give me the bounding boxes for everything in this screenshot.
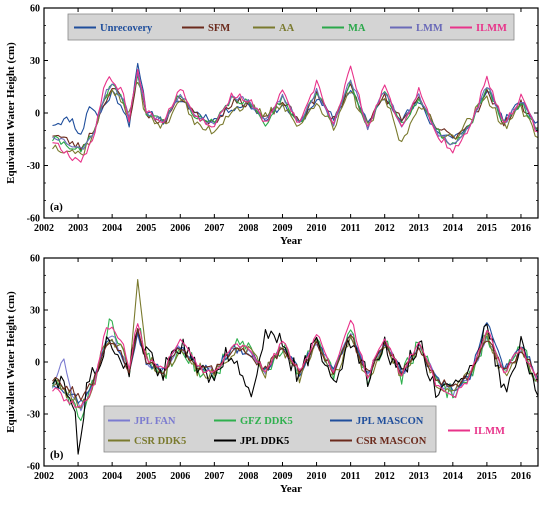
x-tick-label: 2002: [34, 223, 54, 234]
y-tick-label: 60: [30, 4, 40, 15]
legend-label: CSR MASCON: [356, 436, 427, 447]
y-axis-label: Equivalent Water Height (cm): [5, 291, 17, 433]
y-tick-label: -60: [27, 214, 40, 225]
x-axis-label: Year: [280, 235, 302, 247]
x-tick-label: 2003: [68, 471, 88, 482]
legend-label: CSR DDK5: [134, 436, 186, 447]
legend-item-csr-mascon: CSR MASCON: [330, 436, 427, 447]
x-tick-label: 2015: [477, 471, 497, 482]
legend-item-jpl-fan: JPL FAN: [108, 416, 176, 427]
series-lines: [52, 62, 538, 163]
legend-item-csr-ddk5: CSR DDK5: [108, 436, 186, 447]
y-tick-label: 60: [30, 254, 40, 265]
x-tick-label: 2012: [375, 223, 395, 234]
x-tick-label: 2005: [136, 223, 156, 234]
series-line-ilmm: [52, 319, 538, 409]
x-tick-label: 2005: [136, 471, 156, 482]
series-line-csr-ddk5: [52, 279, 538, 409]
x-tick-label: 2002: [34, 471, 54, 482]
x-axis-label: Year: [280, 483, 302, 495]
x-tick-label: 2007: [204, 223, 224, 234]
x-tick-label: 2016: [511, 223, 531, 234]
x-tick-label: 2003: [68, 223, 88, 234]
y-tick-label: 0: [35, 109, 40, 120]
legend-item-jpl-ddk5: JPL DDK5: [214, 436, 289, 447]
x-tick-label: 2013: [409, 471, 429, 482]
x-tick-label: 2011: [341, 471, 360, 482]
x-tick-label: 2008: [238, 223, 258, 234]
legend-item-aa: AA: [253, 23, 295, 34]
y-tick-label: 30: [30, 56, 40, 67]
legend-box: [67, 13, 515, 41]
x-tick-label: 2004: [102, 471, 122, 482]
y-axis-label: Equivalent Water Height (cm): [5, 42, 17, 184]
x-tick-label: 2015: [477, 223, 497, 234]
y-tick-label: 30: [30, 306, 40, 317]
legend-label: JPL FAN: [134, 416, 176, 427]
legend-label: ILMM: [474, 426, 505, 437]
series-lines: [51, 279, 538, 455]
y-tick-label: -60: [27, 462, 40, 473]
x-tick-label: 2016: [511, 471, 531, 482]
legend-label: Unrecovery: [100, 23, 153, 34]
x-tick-label: 2010: [307, 471, 327, 482]
series-line-unrecovery: [52, 62, 538, 139]
legend-item-jpl-mascon: JPL MASCON: [330, 416, 424, 427]
legend-item-sfm: SFM: [182, 23, 230, 34]
legend-label: JPL MASCON: [356, 416, 424, 427]
legend-label: JPL DDK5: [240, 436, 289, 447]
x-tick-label: 2014: [443, 471, 463, 482]
legend-label: AA: [279, 23, 295, 34]
legend-item-ilmm: ILMM: [448, 426, 505, 437]
legend-item-unrecovery: Unrecovery: [74, 23, 153, 34]
x-tick-label: 2009: [272, 471, 292, 482]
x-tick-label: 2013: [409, 223, 429, 234]
legend-box: [103, 405, 437, 453]
legend-label: ILMM: [476, 23, 507, 34]
legend-label: MA: [348, 23, 366, 34]
legend-item-gfz-ddk5: GFZ DDK5: [214, 416, 293, 427]
x-tick-label: 2009: [272, 223, 292, 234]
legend-label: SFM: [208, 23, 230, 34]
panel-label: (a): [50, 201, 63, 213]
x-tick-label: 2006: [170, 471, 190, 482]
series-line-jpl-mascon: [52, 322, 538, 404]
y-tick-label: -30: [27, 161, 40, 172]
y-tick-label: 0: [35, 358, 40, 369]
legend: Unrecovery SFM AA MA LMM ILMM: [67, 13, 515, 41]
x-tick-label: 2006: [170, 223, 190, 234]
legend-item-lmm: LMM: [390, 23, 443, 34]
x-tick-label: 2007: [204, 471, 224, 482]
legend-label: LMM: [416, 23, 443, 34]
legend-item-ilmm: ILMM: [450, 23, 507, 34]
y-tick-label: -30: [27, 410, 40, 421]
x-tick-label: 2011: [341, 223, 360, 234]
legend: JPL FAN GFZ DDK5 JPL MASCON CSR DDK5 JPL DDK…: [103, 405, 505, 453]
x-tick-label: 2012: [375, 471, 395, 482]
legend-label: GFZ DDK5: [240, 416, 293, 427]
x-tick-label: 2004: [102, 223, 122, 234]
x-tick-label: 2014: [443, 223, 463, 234]
series-line-ilmm: [52, 65, 538, 163]
x-tick-label: 2010: [307, 223, 327, 234]
legend-item-ma: MA: [322, 23, 366, 34]
x-tick-label: 2008: [238, 471, 258, 482]
panel-label: (b): [50, 449, 64, 461]
